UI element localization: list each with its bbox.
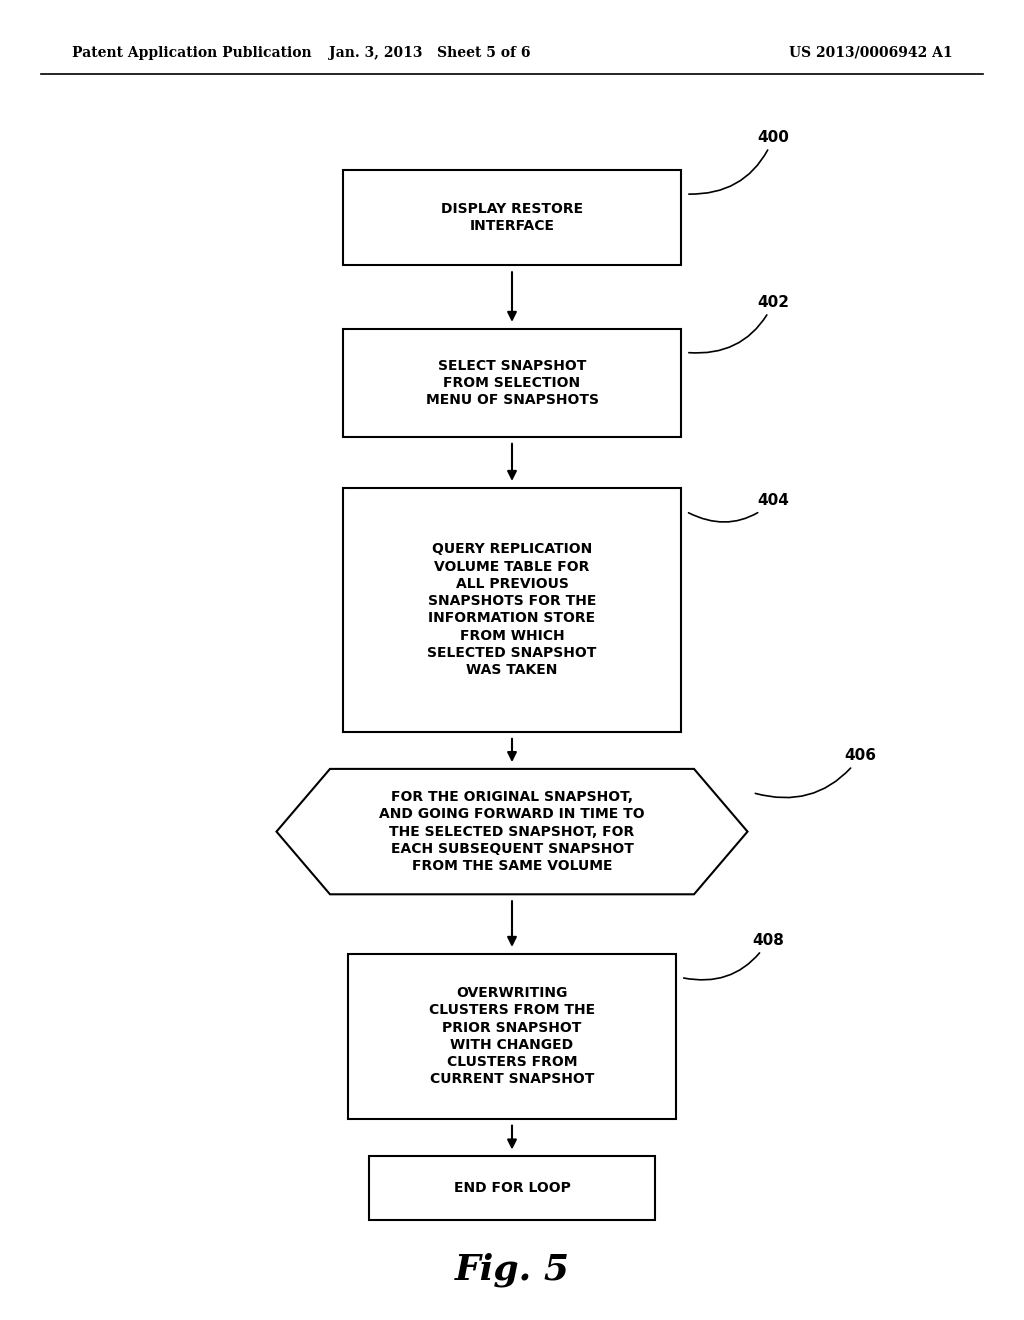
FancyBboxPatch shape [369,1156,655,1220]
Text: Jan. 3, 2013   Sheet 5 of 6: Jan. 3, 2013 Sheet 5 of 6 [330,46,530,59]
Text: 402: 402 [689,294,790,352]
Text: END FOR LOOP: END FOR LOOP [454,1181,570,1195]
Text: Fig. 5: Fig. 5 [455,1253,569,1287]
Text: OVERWRITING
CLUSTERS FROM THE
PRIOR SNAPSHOT
WITH CHANGED
CLUSTERS FROM
CURRENT : OVERWRITING CLUSTERS FROM THE PRIOR SNAP… [429,986,595,1086]
Text: 404: 404 [688,494,790,521]
Polygon shape [276,768,748,895]
Text: 406: 406 [756,748,877,797]
Text: DISPLAY RESTORE
INTERFACE: DISPLAY RESTORE INTERFACE [441,202,583,234]
Text: QUERY REPLICATION
VOLUME TABLE FOR
ALL PREVIOUS
SNAPSHOTS FOR THE
INFORMATION ST: QUERY REPLICATION VOLUME TABLE FOR ALL P… [427,543,597,677]
Text: 408: 408 [684,933,784,979]
FancyBboxPatch shape [343,170,681,265]
Text: SELECT SNAPSHOT
FROM SELECTION
MENU OF SNAPSHOTS: SELECT SNAPSHOT FROM SELECTION MENU OF S… [426,359,598,407]
Text: FOR THE ORIGINAL SNAPSHOT,
AND GOING FORWARD IN TIME TO
THE SELECTED SNAPSHOT, F: FOR THE ORIGINAL SNAPSHOT, AND GOING FOR… [379,789,645,874]
FancyBboxPatch shape [343,487,681,731]
Text: US 2013/0006942 A1: US 2013/0006942 A1 [788,46,952,59]
FancyBboxPatch shape [348,953,676,1119]
Text: Patent Application Publication: Patent Application Publication [72,46,311,59]
FancyBboxPatch shape [343,329,681,437]
Text: 400: 400 [689,129,790,194]
